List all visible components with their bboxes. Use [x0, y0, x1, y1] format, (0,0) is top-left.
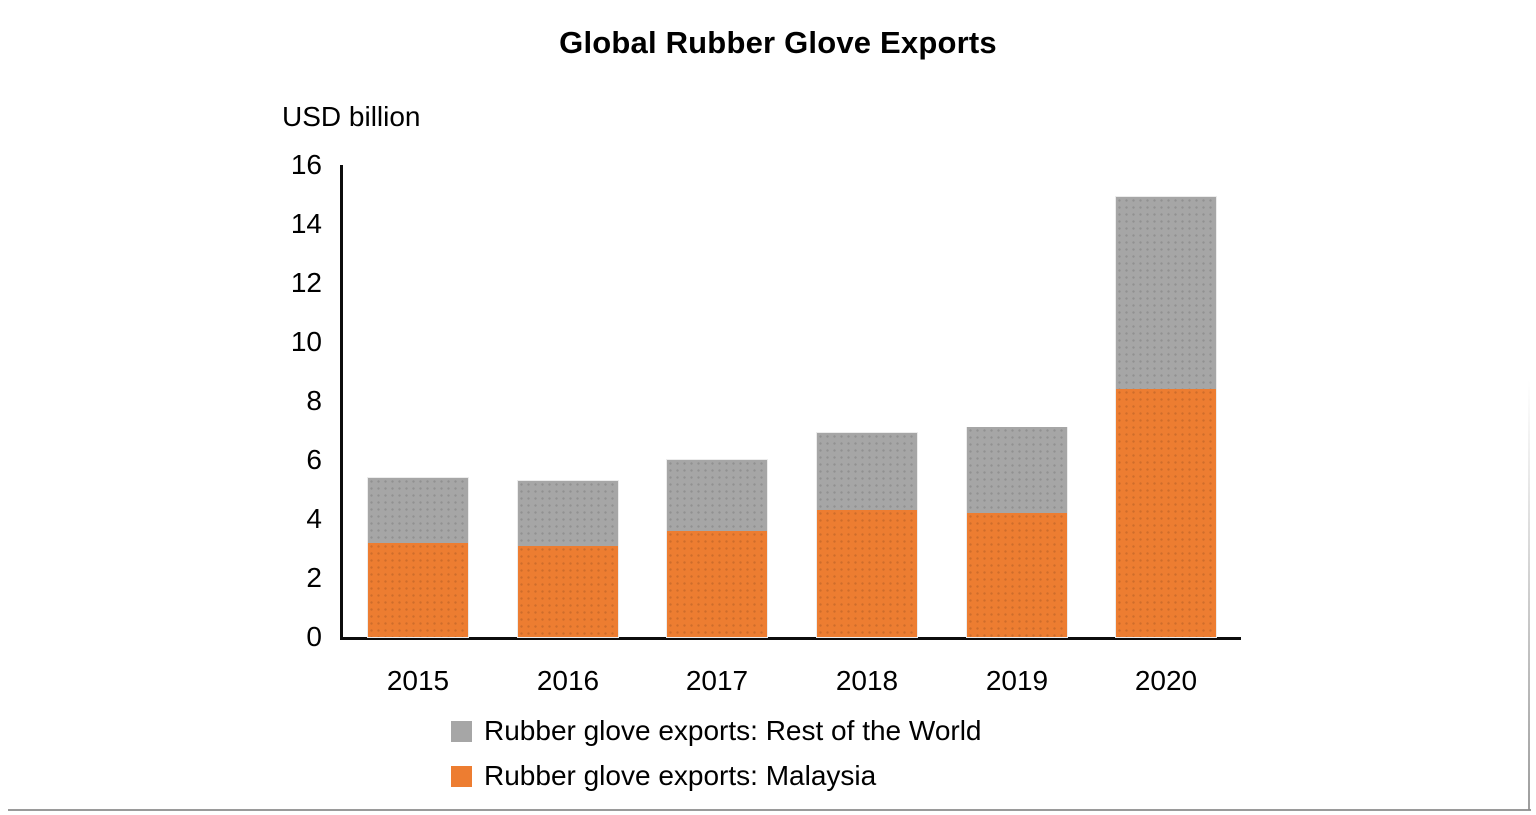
bar-2016: [517, 480, 619, 638]
bar-segment-malaysia-2017: [667, 531, 767, 637]
bar-segment-rest-of-world-2020: [1116, 197, 1216, 389]
chart-title: Global Rubber Glove Exports: [559, 25, 997, 60]
bar-segment-rest-of-world-2015: [368, 478, 468, 543]
bar-segment-malaysia-2019: [967, 513, 1067, 637]
bar-segment-malaysia-2015: [368, 543, 468, 637]
legend-swatch-malaysia: [451, 765, 472, 787]
y-axis-unit-label: USD billion: [282, 101, 421, 132]
y-tick-label: 6: [306, 444, 322, 475]
bar-2018: [816, 432, 918, 638]
y-tick-label: 14: [290, 208, 322, 239]
y-tick-label: 16: [290, 149, 322, 180]
legend-row: Rubber glove exports: Rest of the World: [451, 714, 982, 748]
bar-segment-rest-of-world-2017: [667, 460, 767, 531]
legend-row: Rubber glove exports: Malaysia: [451, 759, 876, 793]
bar-2015: [367, 477, 469, 638]
bar-segment-malaysia-2020: [1116, 389, 1216, 637]
x-axis-line: [340, 637, 1241, 640]
x-tick-label-2015: 2015: [386, 665, 450, 696]
bar-2019: [966, 427, 1068, 638]
bar-segment-malaysia-2018: [817, 510, 917, 637]
bar-segment-rest-of-world-2019: [967, 427, 1067, 513]
y-tick-label: 10: [290, 326, 322, 357]
bar-segment-malaysia-2016: [518, 546, 618, 637]
legend-label: Rubber glove exports: Rest of the World: [484, 715, 982, 746]
y-tick-label: 2: [306, 562, 322, 593]
y-tick-label: 4: [306, 503, 322, 534]
page-right-border: [1528, 380, 1530, 810]
bar-segment-rest-of-world-2018: [817, 433, 917, 510]
x-tick-label-2017: 2017: [685, 665, 749, 696]
x-tick-label-2020: 2020: [1134, 665, 1198, 696]
page-bottom-border: [8, 809, 1531, 811]
y-tick-label: 0: [306, 621, 322, 652]
x-tick-label-2016: 2016: [536, 665, 600, 696]
bar-segment-rest-of-world-2016: [518, 481, 618, 546]
legend-swatch-rest-of-world: [451, 720, 472, 742]
bar-2020: [1115, 196, 1217, 638]
legend-label: Rubber glove exports: Malaysia: [484, 760, 877, 791]
y-tick-label: 8: [306, 385, 322, 416]
bar-2017: [666, 459, 768, 638]
y-axis-line: [340, 165, 343, 640]
y-tick-label: 12: [290, 267, 322, 298]
x-tick-label-2019: 2019: [985, 665, 1049, 696]
x-tick-label-2018: 2018: [835, 665, 899, 696]
